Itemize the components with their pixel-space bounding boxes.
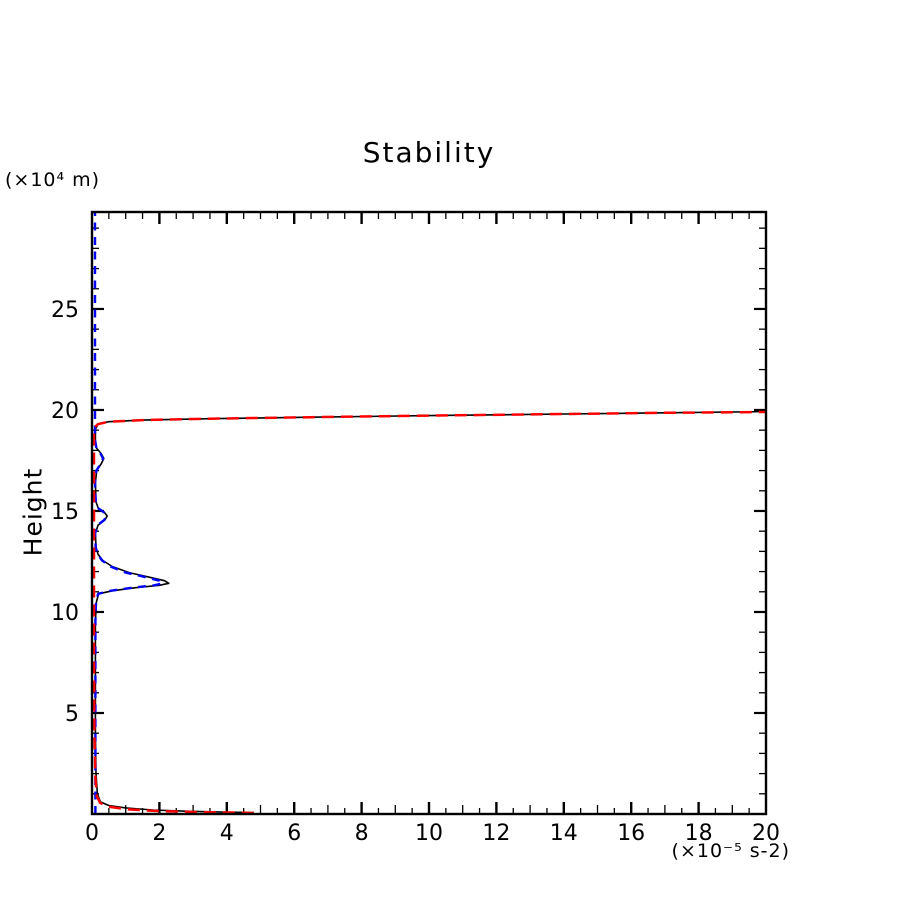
x-tick-label: 10	[415, 821, 443, 846]
y-tick-label: 25	[51, 298, 79, 323]
plot-frame	[90, 210, 768, 816]
data-series	[92, 212, 767, 815]
chart-title: Stability	[362, 136, 496, 169]
x-tick-label: 12	[482, 821, 510, 846]
y-tick-label: 5	[65, 702, 79, 727]
axis-tick-labels: 0 2 4 6 8 10 12 14 16 18 20 5 10 15 20 25	[51, 298, 780, 846]
x-tick-label: 14	[550, 821, 578, 846]
axis-ticks	[93, 213, 765, 813]
x-tick-label: 6	[287, 821, 301, 846]
x-tick-label: 18	[685, 821, 713, 846]
y-tick-label: 10	[51, 601, 79, 626]
y-axis-unit-label: (×10⁴ m)	[5, 169, 101, 191]
y-tick-label: 15	[51, 500, 79, 525]
x-axis-unit-label: (×10⁻⁵ s-2)	[671, 840, 790, 862]
x-tick-label: 16	[617, 821, 645, 846]
y-tick-label: 20	[51, 399, 79, 424]
profile-solid-black	[94, 410, 767, 814]
x-tick-label: 8	[355, 821, 369, 846]
x-tick-label: 20	[752, 821, 780, 846]
profile-red-dashed	[92, 410, 767, 815]
x-tick-label: 4	[220, 821, 234, 846]
x-tick-label: 0	[85, 821, 99, 846]
x-tick-label: 2	[152, 821, 166, 846]
